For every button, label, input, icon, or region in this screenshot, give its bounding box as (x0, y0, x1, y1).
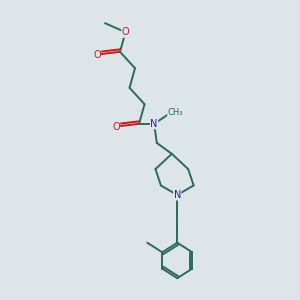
Text: CH₃: CH₃ (168, 108, 183, 117)
Text: N: N (150, 119, 158, 129)
Text: O: O (112, 122, 120, 131)
Text: O: O (122, 27, 129, 37)
Text: N: N (174, 190, 181, 200)
Text: O: O (93, 50, 100, 59)
